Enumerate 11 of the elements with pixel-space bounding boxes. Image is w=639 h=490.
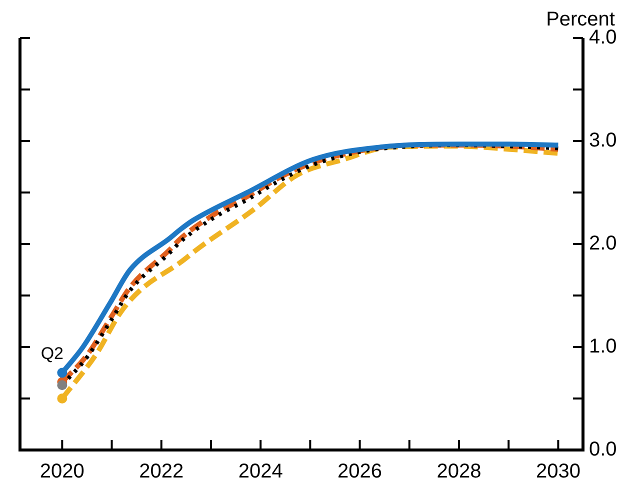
y-tick-label: 2.0 bbox=[589, 232, 617, 255]
x-tick-label: 2022 bbox=[139, 460, 184, 483]
annotation: Q2 bbox=[40, 344, 64, 363]
y-tick-label: 1.0 bbox=[589, 336, 617, 358]
text: 0.0 bbox=[589, 438, 617, 461]
x-tick-label: 2028 bbox=[436, 460, 482, 483]
x-tick-label: 2030 bbox=[536, 460, 580, 483]
y-tick-label: 3.0 bbox=[589, 130, 617, 152]
x-tick-label: 2020 bbox=[40, 460, 84, 483]
x-tick-label: 2026 bbox=[338, 460, 382, 483]
x-tick-label: 2024 bbox=[238, 460, 283, 483]
